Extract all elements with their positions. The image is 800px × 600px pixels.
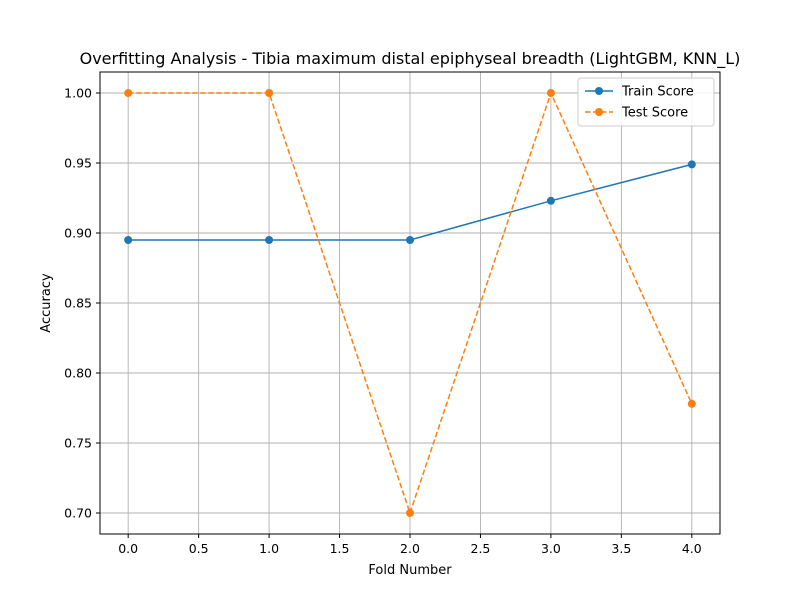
legend-train-score-label: Train Score (621, 85, 694, 100)
x-tick-label: 0.5 (189, 541, 209, 556)
x-tick-label: 2.0 (400, 541, 420, 556)
x-tick-label: 4.0 (682, 541, 702, 556)
train-score-point (265, 236, 274, 244)
legend-train-score-marker (595, 87, 603, 95)
y-tick-label: 0.85 (64, 296, 92, 311)
y-tick-label: 0.95 (64, 156, 92, 171)
x-tick-label: 1.0 (259, 541, 279, 556)
y-tick-label: 0.80 (64, 366, 92, 381)
train-score-point (546, 196, 555, 205)
y-tick-label: 0.70 (64, 506, 92, 521)
legend-box (577, 77, 715, 127)
x-tick-label: 3.0 (541, 541, 561, 556)
x-tick-label: 3.5 (611, 541, 631, 556)
y-tick-label: 0.90 (64, 226, 92, 241)
train-score-point (124, 236, 133, 244)
test-score-line (128, 90, 693, 516)
x-tick-label: 0.0 (118, 541, 138, 556)
y-tick-label: 0.75 (64, 436, 92, 451)
x-tick-label: 2.5 (471, 541, 491, 556)
test-score-point (265, 89, 274, 97)
legend-test-score-marker (595, 108, 603, 116)
x-axis-label: Fold Number (368, 563, 452, 578)
test-score-point (124, 89, 133, 97)
test-score-point (406, 509, 414, 517)
ticks: 0.0 0.5 1.0 1.5 2.0 2.5 3.0 3.5 4.0 0.70 0.75 0.80 0… (64, 86, 702, 557)
test-score-point (546, 89, 555, 97)
series-layer (124, 89, 696, 517)
x-tick-label: 1.5 (330, 541, 350, 556)
train-score-point (406, 236, 414, 244)
legend-test-score-label: Test Score (621, 106, 688, 121)
test-score-point (687, 399, 696, 408)
chart-title: Overfitting Analysis - Tibia maximum dis… (80, 49, 741, 69)
y-axis-label: Accuracy (39, 273, 54, 333)
y-tick-label: 1.00 (64, 86, 92, 101)
train-score-point (687, 160, 696, 169)
legend: Train Score Test Score (577, 77, 715, 127)
